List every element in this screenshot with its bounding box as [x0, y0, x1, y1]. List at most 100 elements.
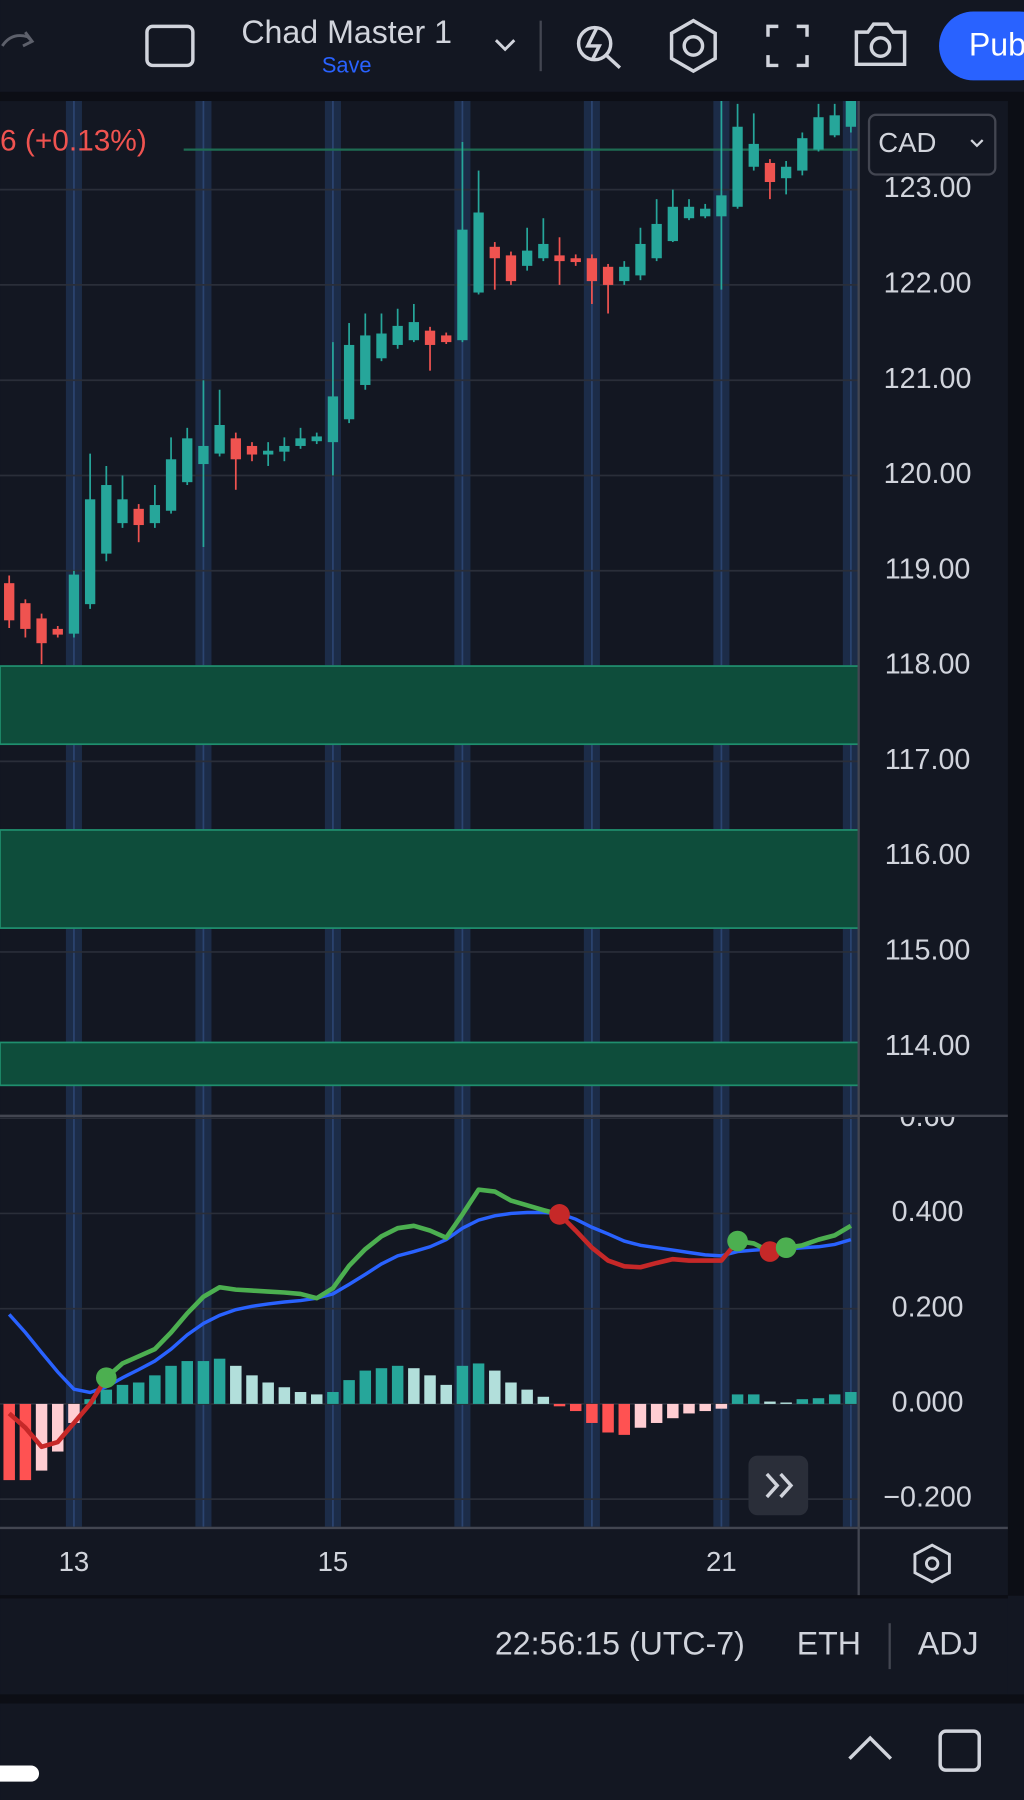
histogram-bar — [537, 1396, 550, 1404]
candle-body — [457, 229, 468, 341]
candle-body — [327, 396, 339, 443]
histogram-bar — [181, 1361, 193, 1404]
layout-dropdown[interactable] — [494, 39, 516, 52]
candle-body — [165, 459, 177, 511]
toolbar: Chad Master 1 Save Pub — [0, 0, 1024, 102]
currency-label[interactable]: CAD — [878, 127, 936, 158]
histogram-bar — [553, 1403, 566, 1407]
chart-type-icon[interactable] — [145, 24, 195, 68]
candle-body — [845, 101, 857, 127]
save-button[interactable]: Save — [322, 52, 372, 77]
candle-body — [602, 266, 614, 285]
candle-body — [424, 330, 436, 345]
expand-panel-icon[interactable] — [848, 1735, 893, 1760]
histogram-bar — [683, 1403, 695, 1414]
candle-body — [732, 126, 743, 207]
layout-name[interactable]: Chad Master 1 — [241, 14, 452, 50]
y-tick-label: 0.000 — [892, 1387, 964, 1419]
histogram-bar — [650, 1403, 663, 1423]
candle-body — [521, 250, 533, 266]
candle-body — [295, 438, 306, 446]
axis-settings-icon[interactable] — [913, 1543, 951, 1584]
publish-button-bg[interactable] — [939, 11, 1024, 81]
histogram-bar — [440, 1384, 452, 1404]
histogram-bar — [52, 1403, 64, 1452]
histogram-bar — [19, 1403, 32, 1481]
histogram-bar — [456, 1365, 469, 1404]
scroll-latest-icon[interactable] — [765, 1472, 794, 1499]
histogram-bar — [618, 1403, 631, 1435]
candle-body — [716, 195, 727, 217]
support-zone — [0, 665, 859, 746]
signal-line — [7, 1210, 852, 1395]
alert-icon[interactable] — [576, 25, 622, 69]
histogram-bar — [828, 1394, 841, 1404]
candle-body — [505, 255, 517, 282]
snapshot-icon[interactable] — [854, 22, 907, 67]
candle-body — [101, 485, 112, 554]
candle-body — [813, 117, 824, 150]
macd-pane — [0, 1115, 859, 1527]
status-separator — [0, 1694, 1024, 1704]
candle-body — [764, 162, 776, 183]
candle-body — [214, 424, 225, 454]
histogram-bar — [391, 1365, 404, 1404]
candle-body — [84, 499, 96, 605]
candle-body — [586, 258, 598, 282]
candle-body — [635, 243, 646, 276]
candle-body — [392, 325, 403, 345]
candle-body — [182, 438, 193, 483]
histogram-bar — [35, 1403, 48, 1471]
histogram-bar — [408, 1368, 420, 1404]
histogram-bar — [634, 1403, 647, 1428]
status-bar — [0, 1597, 1008, 1695]
candle-body — [230, 438, 241, 460]
settings-icon[interactable] — [669, 18, 717, 74]
panel-toggle-icon[interactable] — [938, 1729, 981, 1772]
candle-body — [198, 445, 209, 465]
x-tick-label: 15 — [318, 1546, 349, 1577]
histogram-bar — [294, 1392, 307, 1404]
candle-body — [700, 208, 711, 217]
candle-body — [52, 628, 63, 635]
histogram-bar — [521, 1389, 533, 1404]
cross-dot — [727, 1230, 748, 1252]
histogram-bar — [165, 1365, 177, 1404]
histogram-bar — [424, 1375, 436, 1404]
session-toggle[interactable]: ETH — [797, 1626, 861, 1662]
histogram-bar — [310, 1394, 323, 1404]
y-tick-label: 117.00 — [885, 744, 971, 776]
histogram-bar — [796, 1399, 809, 1404]
y-tick-label: 120.00 — [884, 458, 972, 490]
candle-body — [376, 333, 387, 359]
fullscreen-icon[interactable] — [766, 24, 809, 68]
candle-body — [667, 206, 678, 242]
macd-axis: 0.60 0.400 0.200 0.000 −0.200 — [883, 1101, 972, 1514]
histogram-bar — [359, 1370, 372, 1404]
currency-box[interactable] — [867, 113, 997, 176]
cross-dot — [95, 1367, 117, 1389]
candle-body — [311, 436, 322, 442]
right-edge — [1007, 101, 1024, 1596]
time-axis: 13 15 21 — [59, 1546, 737, 1577]
candle-body — [20, 603, 31, 629]
histogram-bar — [149, 1375, 161, 1404]
y-tick-label: 121.00 — [884, 363, 972, 395]
macd-line — [785, 1223, 853, 1250]
redo-icon[interactable] — [1, 31, 35, 48]
y-tick-label: 0.60 — [900, 1101, 956, 1133]
cross-dot — [549, 1204, 570, 1225]
adjust-toggle[interactable]: ADJ — [918, 1626, 979, 1662]
y-tick-label: 118.00 — [885, 649, 971, 681]
toolbar-bg — [0, 0, 1024, 92]
candle-body — [441, 335, 452, 343]
histogram-bar — [262, 1382, 274, 1404]
currency-dropdown[interactable] — [970, 139, 984, 148]
y-tick-label: 122.00 — [884, 268, 972, 300]
candle-body — [117, 499, 128, 524]
x-tick-label: 13 — [59, 1546, 90, 1577]
y-tick-label: 119.00 — [885, 553, 971, 585]
candle-body — [408, 322, 420, 341]
publish-button[interactable]: Pub — [969, 27, 1024, 63]
